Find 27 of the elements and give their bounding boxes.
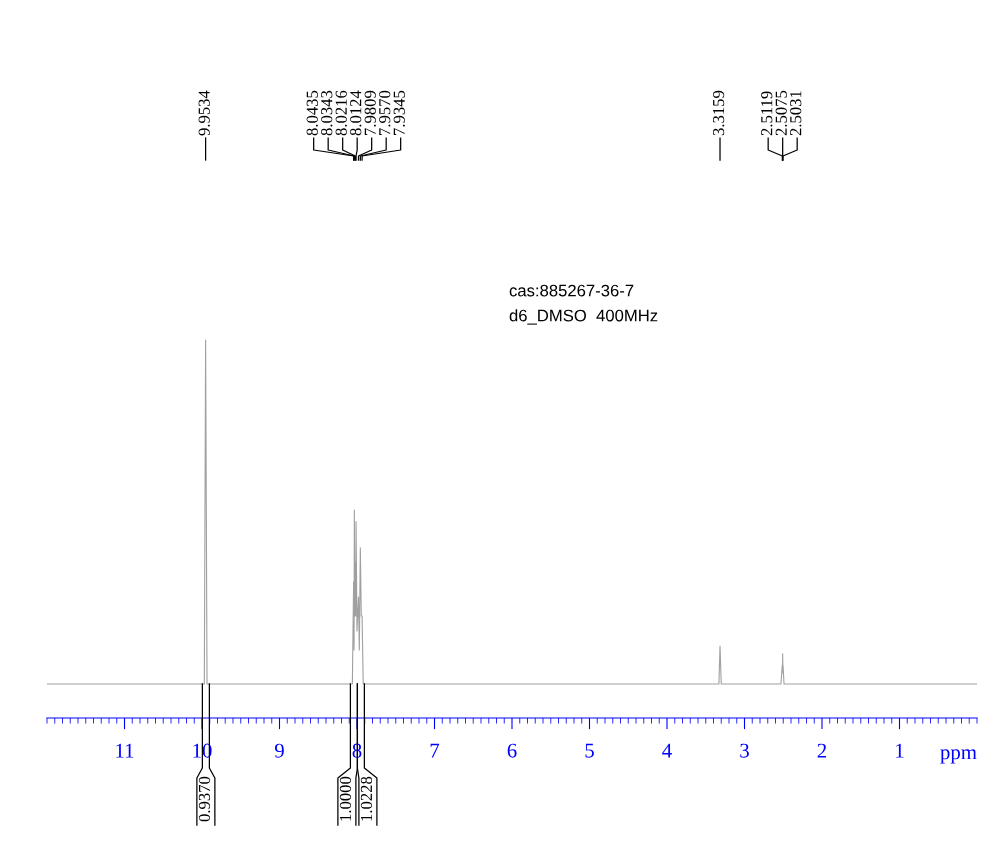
text: 2.5119 bbox=[761, 91, 773, 136]
text: d6_DMSO 400MHz bbox=[509, 309, 658, 325]
text: 2.5031 bbox=[790, 91, 802, 136]
x-tick-label: 2 bbox=[817, 743, 827, 758]
text: 8.0435 bbox=[306, 90, 318, 136]
text: 2.5075 bbox=[775, 90, 787, 136]
annotation: 1.0228 bbox=[360, 776, 373, 821]
text: cas:885267-36-7 bbox=[509, 284, 634, 297]
x-tick-label: 1 bbox=[896, 743, 904, 758]
x-tick-label: 4 bbox=[662, 743, 672, 758]
x-tick-label: 6 bbox=[507, 743, 517, 758]
text: 8.0216 bbox=[335, 90, 347, 136]
text: 9.9534 bbox=[198, 90, 210, 136]
text: 7.9570 bbox=[379, 90, 391, 135]
x-tick-label: 3 bbox=[740, 743, 749, 758]
annotation: 0.9370 bbox=[198, 776, 211, 822]
text: 8.0343 bbox=[321, 90, 333, 136]
text: 7.9809 bbox=[364, 90, 376, 135]
x-tick-label: 5 bbox=[585, 743, 594, 758]
text: 3.3159 bbox=[712, 90, 725, 136]
text: 8.0124 bbox=[350, 90, 362, 136]
annotation: 1.0000 bbox=[339, 776, 352, 821]
text: 7.9345 bbox=[393, 90, 405, 135]
x-tick-label: 9 bbox=[274, 743, 284, 758]
x-axis-title: ppm bbox=[940, 749, 977, 764]
x-tick-label: 7 bbox=[430, 743, 440, 758]
x-tick-label: 11 bbox=[116, 743, 134, 758]
